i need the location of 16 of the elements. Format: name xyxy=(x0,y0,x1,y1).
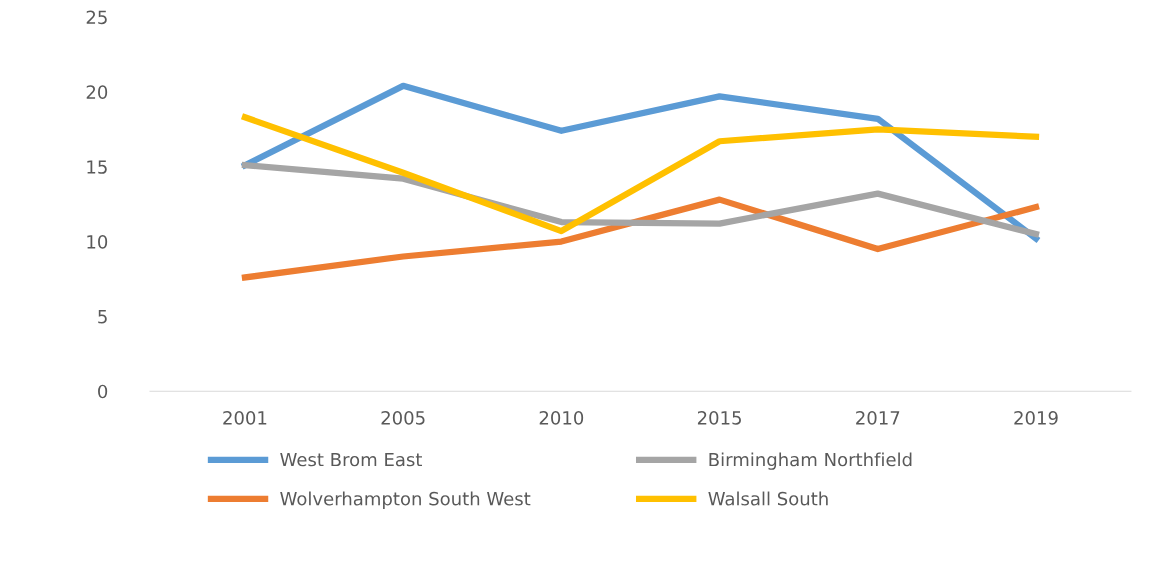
y-tick-label: 25 xyxy=(86,10,107,25)
x-tick-label: 2001 xyxy=(223,410,267,425)
x-tick-label: 2005 xyxy=(381,410,425,425)
y-tick-label: 10 xyxy=(87,235,108,249)
y-tick-label: 15 xyxy=(87,160,107,174)
x-tick-label: 2017 xyxy=(856,410,900,425)
legend-label: West Brom East xyxy=(280,452,422,467)
legend-label: Wolverhampton South West xyxy=(280,491,531,509)
y-tick-label: 5 xyxy=(98,310,107,324)
y-tick-label: 20 xyxy=(86,85,108,99)
x-tick-label: 2015 xyxy=(697,410,741,425)
x-tick-label: 2010 xyxy=(539,410,584,425)
legend-label: Birmingham Northfield xyxy=(709,452,912,470)
x-tick-label: 2019 xyxy=(1014,410,1058,425)
y-tick-label: 0 xyxy=(98,384,108,399)
legend-label: Walsall South xyxy=(708,491,828,506)
